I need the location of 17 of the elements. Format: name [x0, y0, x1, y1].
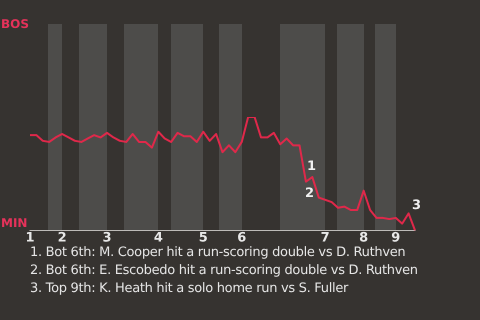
annotation: 1 [307, 159, 316, 174]
x-tick-label: 5 [198, 230, 208, 246]
x-tick-label: 4 [154, 230, 163, 246]
text: MIN [1, 216, 28, 230]
annotation: 3 [412, 198, 422, 213]
x-tick-label: 3 [102, 230, 112, 246]
x-tick-label: 8 [359, 230, 368, 246]
x-tick-label: 2 [58, 230, 67, 246]
x-tick-label: 9 [391, 230, 400, 246]
x-tick-label: 6 [237, 230, 246, 246]
x-tick-label: 1 [25, 230, 35, 246]
text: 3. Top 9th: K. Heath hit a solo home run vs S. Fuller [30, 280, 350, 298]
annotation: 2 [305, 186, 314, 201]
text: BOS [1, 17, 29, 31]
text: 2. Bot 6th: E. Escobedo hit a run-scoring double vs D. Ruthven [30, 262, 418, 280]
text: 1. Bot 6th: M. Cooper hit a run-scoring double vs D. Ruthven [30, 244, 406, 262]
x-tick-label: 7 [320, 230, 330, 246]
